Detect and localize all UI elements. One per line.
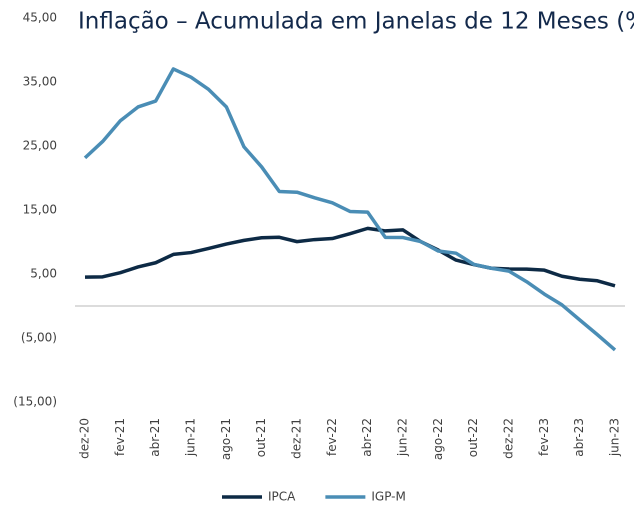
x-tick-label: fev-23 — [537, 418, 551, 456]
x-tick-label: fev-22 — [325, 418, 339, 456]
x-tick-label: ago-22 — [431, 418, 445, 460]
x-tick-label: fev-21 — [113, 418, 127, 456]
x-tick-label: abr-21 — [148, 418, 162, 457]
series-line — [83, 67, 617, 352]
y-tick-label: 5,00 — [30, 267, 57, 281]
x-tick-label: abr-22 — [360, 418, 374, 457]
x-tick-label: dez-20 — [78, 418, 92, 459]
y-tick-label: 35,00 — [23, 75, 57, 89]
y-tick-label: 45,00 — [23, 11, 57, 25]
y-tick-label: (5,00) — [21, 331, 57, 345]
legend-label: IGP-M — [371, 490, 406, 504]
chart-title: Inflação – Acumulada em Janelas de 12 Me… — [78, 9, 634, 35]
x-tick-label: jun-23 — [608, 418, 622, 457]
y-tick-label: (15,00) — [13, 395, 57, 409]
x-tick-label: out-22 — [466, 418, 480, 457]
x-tick-label: jun-22 — [396, 418, 410, 457]
x-tick-label: ago-21 — [219, 418, 233, 460]
x-tick-label: dez-22 — [502, 418, 516, 459]
legend-label: IPCA — [268, 490, 296, 504]
y-tick-label: 25,00 — [23, 139, 57, 153]
x-tick-label: jun-21 — [184, 418, 198, 457]
series-line — [84, 226, 616, 288]
y-tick-label: 15,00 — [23, 203, 57, 217]
x-tick-label: out-21 — [254, 418, 268, 457]
x-tick-label: abr-23 — [572, 418, 586, 457]
x-tick-label: dez-21 — [290, 418, 304, 459]
